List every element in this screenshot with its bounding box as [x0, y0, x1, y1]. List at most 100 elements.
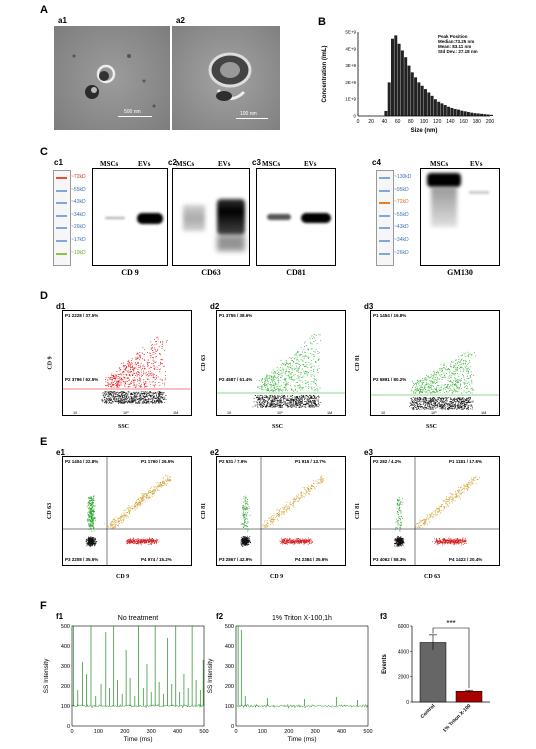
e3-q-tr: P1 1181 / 17.6%	[449, 459, 483, 464]
ladder2-mk-3: ~55kD	[394, 212, 409, 218]
nta-bar-31	[486, 114, 490, 116]
nta-x-ticks: 0 20 40 60 80 100 120 140 160 180 200	[357, 119, 495, 125]
em-a2-drawing	[208, 52, 252, 101]
f2svg-ytick-1: 100	[225, 704, 234, 710]
panel-c2-label: c2	[168, 158, 177, 167]
svg-text:1M: 1M	[481, 411, 486, 415]
facs-e2-plot	[217, 457, 345, 565]
facs-e1-plot	[63, 457, 191, 565]
nta-y-ticks: 0 1E+9 2E+9 3E+9 4E+9 5E+9	[345, 30, 356, 119]
panel-f3-label: f3	[380, 612, 388, 621]
f1svg-xtick-4: 400	[173, 729, 182, 735]
ladder-1	[53, 170, 71, 266]
nta-bar-15	[433, 99, 437, 116]
panel-c1-label: c1	[54, 158, 63, 167]
nta-ytick-2: 2E+9	[345, 80, 356, 85]
cap-gm130: GM130	[447, 268, 473, 277]
e3-y-label: CD 81	[355, 502, 362, 520]
nta-xtick-6: 120	[433, 119, 442, 125]
nta-bar-19	[447, 106, 451, 116]
nta-xtick-1: 20	[368, 119, 374, 125]
nta-bars	[384, 35, 493, 117]
e1-x-label: CD 9	[116, 574, 130, 580]
e2-q-bl: P3 2867 / 42.9%	[219, 557, 253, 562]
panel-c-letter: C	[40, 146, 48, 158]
nta-ytick-3: 3E+9	[345, 63, 356, 68]
f3-ytick-2: 4000	[398, 649, 409, 655]
d3-gate-top: P1 1454 / 19.8%	[373, 313, 407, 318]
ladder2-mk-6: ~26kD	[394, 250, 409, 256]
f1svg-xtick-1: 100	[94, 729, 103, 735]
f2svg-baseline	[235, 703, 368, 709]
f1svg-ytick-0: 0	[67, 724, 70, 730]
nta-xtick-10: 200	[486, 119, 495, 125]
c1-lane-msc: MSCs	[100, 160, 119, 168]
nta-bar-23	[460, 110, 464, 116]
blot-cd81	[256, 168, 336, 266]
d2-x-label: SSC	[272, 424, 284, 430]
nta-bar-28	[476, 113, 480, 116]
facs-e3: P2 282 / 4.2% P1 1181 / 17.6% P3 4062 / …	[370, 456, 500, 566]
scale-text-a2: 100 nm	[240, 111, 257, 117]
nta-xtick-0: 0	[357, 119, 360, 125]
panel-a2-label: a2	[176, 16, 185, 25]
f3-significance: ***	[446, 619, 455, 628]
nta-bar-12	[424, 89, 427, 116]
ladder2-mk-2: ~72kD	[394, 199, 409, 205]
f1svg-title: No treatment	[118, 615, 159, 622]
nta-bar-24	[463, 111, 467, 116]
panel-d-letter: D	[40, 290, 48, 302]
nta-bar-10	[417, 82, 421, 116]
facs-d3: 10 10⁵ 1M P1 1454 / 19.8% P2 5891 / 80.2%	[370, 310, 500, 416]
facs-e2: P2 531 / 7.9% P1 915 / 13.7% P3 2867 / 4…	[216, 456, 346, 566]
e2-q-br: P4 2384 / 35.6%	[295, 557, 329, 562]
ladder2-mk-5: ~34kD	[394, 237, 409, 243]
nta-bar-21	[453, 108, 457, 116]
blot-cd9	[92, 168, 168, 266]
panel-f2-label: f2	[216, 612, 224, 621]
f3-bar-0	[419, 642, 447, 703]
facs-d3-plot: 10 10⁵ 1M	[371, 351, 499, 415]
f3-ytick-1: 2000	[398, 675, 409, 681]
nta-bar-26	[470, 112, 474, 116]
d3-x-label: SSC	[426, 424, 438, 430]
panel-d3-label: d3	[364, 302, 374, 311]
ladder1-mk-1: ~55kD	[71, 187, 86, 193]
f2svg-xtick-2: 200	[284, 729, 293, 735]
e3-q-br: P4 1422 / 20.4%	[449, 557, 483, 562]
panel-e2-label: e2	[210, 448, 219, 457]
em-image-a1: 500 nm	[54, 26, 170, 130]
f3-ytick-3: 6000	[398, 624, 409, 630]
scale-bar-a2	[236, 118, 268, 119]
f1svg-xtick-3: 300	[147, 729, 156, 735]
nta-info-box: Peak Position Median:73.25 nm Mean: 83.1…	[438, 34, 478, 54]
facs-d1-plot: 10 10⁵ 1M	[63, 336, 191, 415]
nta-info-3: Mean: 83.11 nm	[438, 44, 471, 49]
c3-lane-msc: MSCs	[262, 160, 281, 168]
nta-xtick-8: 160	[459, 119, 468, 125]
svg-text:10: 10	[381, 411, 385, 415]
ladder2-mk-1: ~95kD	[394, 187, 409, 193]
f2svg-xtick-4: 400	[337, 729, 346, 735]
nta-bar-20	[450, 107, 454, 116]
e1-q-br: P4 974 / 15.2%	[141, 557, 172, 562]
nta-bar-1	[387, 82, 391, 116]
f2svg-x-label: Time (ms)	[287, 736, 316, 743]
nta-xtick-2: 40	[382, 119, 388, 125]
nta-bar-6	[404, 57, 408, 116]
f2svg-xtick-1: 100	[258, 729, 267, 735]
nta-bar-17	[440, 103, 444, 116]
d2-gate-bottom: P2 4587 / 61.4%	[219, 377, 253, 382]
c2-lane-ev: EVs	[218, 160, 231, 168]
e1-y-label: CD 63	[47, 502, 54, 520]
ladder1-mk-0: ~72kD	[71, 174, 86, 180]
ladder1-mk-4: ~26kD	[71, 224, 86, 230]
em-a1-drawing	[72, 54, 156, 108]
cap-cd63: CD63	[201, 268, 221, 277]
nta-x-label: Size (nm)	[411, 128, 438, 134]
c3-lane-ev: EVs	[304, 160, 317, 168]
e3-q-tl: P2 282 / 4.2%	[373, 459, 402, 464]
ladder1-mk-5: ~17kD	[71, 237, 86, 243]
ladder2-mk-0: ~130kD	[394, 174, 412, 180]
e1-q-tl: P2 1404 / 22.8%	[65, 459, 99, 464]
